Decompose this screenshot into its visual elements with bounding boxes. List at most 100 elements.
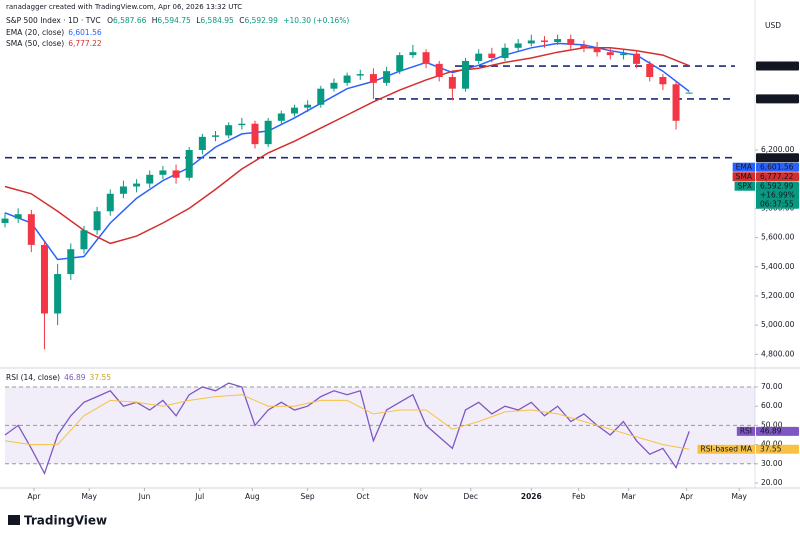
candle-body xyxy=(290,107,298,114)
candle-body xyxy=(146,174,154,184)
x-tick-label: Nov xyxy=(413,492,428,501)
legend-value: 6,777.22 xyxy=(68,39,102,48)
candle-body xyxy=(685,92,693,94)
candle-body xyxy=(356,74,364,76)
candle-body xyxy=(409,52,417,56)
ohlc-value: 6,592.99 xyxy=(244,16,278,25)
rsi-legend: RSI (14, close) 46.89 37.55 xyxy=(6,373,111,382)
tag-label: 6,550.00 xyxy=(760,94,794,103)
y-tick-label: 5,400.00 xyxy=(761,262,795,271)
candle-body xyxy=(514,43,522,48)
price-tag: 6,147.00 xyxy=(756,153,799,163)
tag-name: EMA xyxy=(736,162,753,171)
candle-body xyxy=(646,63,654,78)
y-tick-label: 60.00 xyxy=(761,401,783,410)
candle-body xyxy=(264,120,272,145)
x-tick-label: May xyxy=(81,492,97,501)
legend-name: EMA (20, close) xyxy=(6,28,64,37)
y-tick-label: 4,800.00 xyxy=(761,349,795,358)
price-tag: 37.55 RSI-based MA xyxy=(697,445,799,454)
tag-label: 06:37:55 xyxy=(760,199,794,208)
candle-body xyxy=(527,40,535,44)
price-legend: S&P 500 Index · 1D · TVC O6,587.66 H6,59… xyxy=(6,16,349,25)
y-tick-label: 6,200.00 xyxy=(761,145,795,154)
tag-name: RSI-based MA xyxy=(700,445,752,454)
attribution: ranadagger created with TradingView.com,… xyxy=(6,3,242,11)
tag-name: SMA xyxy=(736,172,753,181)
candle-body xyxy=(593,47,601,53)
tag-label: 6,775.00 xyxy=(760,61,794,70)
candle-body xyxy=(501,47,509,59)
tag-name: RSI xyxy=(740,427,752,436)
candle-body xyxy=(317,88,325,105)
legend-value: 37.55 xyxy=(90,373,112,382)
price-tag: 6,592.99+16.99%06:37:55 SPX xyxy=(734,181,799,209)
tag-box xyxy=(756,181,799,209)
tag-box xyxy=(756,61,799,71)
x-tick-label: Aug xyxy=(245,492,260,501)
tag-name: SPX xyxy=(738,181,752,190)
candle-body xyxy=(198,136,206,150)
logo-icon xyxy=(8,515,20,525)
y-tick-label: 70.00 xyxy=(761,382,783,391)
symbol-title: S&P 500 Index · 1D · TVC xyxy=(6,16,101,25)
tag-label: +16.99% xyxy=(760,190,795,199)
line-series xyxy=(4,47,690,245)
ohlc-value: 6,594.75 xyxy=(157,16,191,25)
candle-body xyxy=(172,170,180,178)
rsi-title: RSI (14, close) xyxy=(6,373,60,382)
x-tick-label: Mar xyxy=(622,492,637,501)
candle-body xyxy=(369,74,377,83)
x-tick-label: Jun xyxy=(138,492,151,501)
candle-body xyxy=(304,104,312,108)
tag-label: 6,601.56 xyxy=(760,162,794,171)
candle-body xyxy=(238,123,246,126)
candle-body xyxy=(251,123,259,145)
tag-name-box xyxy=(736,426,755,436)
candle-body xyxy=(133,183,141,187)
brand-logo: TradingView xyxy=(8,514,107,528)
legend-value: 6,601.56 xyxy=(68,28,102,37)
candle-body xyxy=(212,135,220,137)
tag-box xyxy=(756,153,799,163)
tag-box xyxy=(756,162,799,172)
candle-body xyxy=(672,84,680,121)
candle-body xyxy=(119,186,127,194)
currency: USD xyxy=(765,21,781,30)
candle-body xyxy=(27,214,35,245)
line-series xyxy=(4,394,690,450)
tag-box xyxy=(756,444,799,454)
x-tick-label: Oct xyxy=(356,492,369,501)
candle-body xyxy=(80,230,88,250)
candle-body xyxy=(185,149,193,178)
tag-label: 37.55 xyxy=(760,445,782,454)
candle-body xyxy=(67,249,75,275)
candle-body xyxy=(540,40,548,42)
x-tick-label: Apr xyxy=(680,492,694,501)
legend-name: SMA (50, close) xyxy=(6,39,64,48)
line-series xyxy=(4,42,690,261)
candle-body xyxy=(554,39,562,42)
candle-body xyxy=(93,211,101,231)
tag-box xyxy=(756,426,799,436)
candle-body xyxy=(106,193,114,212)
price-tag: 6,601.56 EMA xyxy=(732,162,799,172)
ohlc-value: 6,587.66 xyxy=(113,16,147,25)
candle-body xyxy=(580,44,588,48)
tag-label: 46.89 xyxy=(760,427,782,436)
sma-legend: SMA (50, close) 6,777.22 xyxy=(6,39,102,48)
candle-body xyxy=(40,244,48,314)
candle-body xyxy=(422,52,430,64)
x-tick-label: Dec xyxy=(464,492,479,501)
y-tick-label: 50.00 xyxy=(761,420,783,429)
candle-body xyxy=(619,53,627,56)
candle-body xyxy=(475,53,483,61)
candle-body xyxy=(330,82,338,89)
x-tick-label: 2026 xyxy=(521,492,542,501)
candle-body xyxy=(462,60,470,89)
candle-body xyxy=(659,77,667,85)
ema-legend: EMA (20, close) 6,601.56 xyxy=(6,28,102,37)
candle-body xyxy=(435,63,443,78)
ohlc-key: C xyxy=(239,16,244,25)
